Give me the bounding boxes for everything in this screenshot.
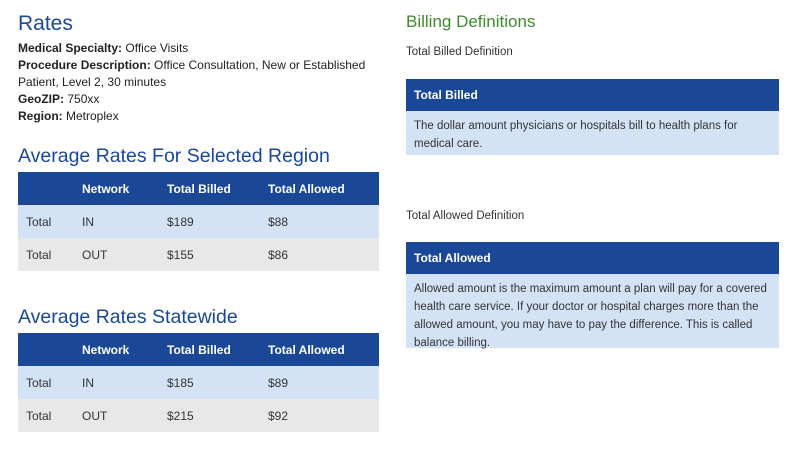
- region-rates-table: Network Total Billed Total Allowed Total…: [18, 172, 379, 271]
- region-line: Region: Metroplex: [18, 108, 378, 125]
- column-header-network: Network: [82, 333, 167, 366]
- geozip-line: GeoZIP: 750xx: [18, 91, 378, 108]
- specialty-line: Medical Specialty: Office Visits: [18, 40, 378, 57]
- total-allowed-cell: $89: [268, 366, 379, 399]
- table-row: Total IN $185 $89: [18, 366, 379, 399]
- total-allowed-text: Allowed amount is the maximum amount a p…: [406, 274, 779, 349]
- column-header-network: Network: [82, 172, 167, 205]
- network-cell: IN: [82, 205, 167, 238]
- region-value: Metroplex: [62, 109, 119, 123]
- total-allowed-definition-label: Total Allowed Definition: [406, 210, 525, 222]
- column-header-total-allowed: Total Allowed: [268, 333, 379, 366]
- row-label: Total: [18, 205, 82, 238]
- total-billed-definition: Total Billed The dollar amount physician…: [406, 79, 779, 155]
- region-rates-title: Average Rates For Selected Region: [18, 145, 330, 167]
- row-label: Total: [18, 238, 82, 271]
- total-billed-definition-label: Total Billed Definition: [406, 46, 513, 58]
- network-cell: OUT: [82, 399, 167, 432]
- table-row: Total OUT $155 $86: [18, 238, 379, 271]
- total-billed-text: The dollar amount physicians or hospital…: [406, 111, 779, 155]
- table-header-row: Network Total Billed Total Allowed: [18, 333, 379, 366]
- procedure-label: Procedure Description:: [18, 58, 151, 72]
- statewide-rates-title: Average Rates Statewide: [18, 306, 238, 328]
- geozip-value: 750xx: [64, 92, 100, 106]
- table-row: Total OUT $215 $92: [18, 399, 379, 432]
- total-billed-cell: $155: [167, 238, 268, 271]
- network-cell: IN: [82, 366, 167, 399]
- total-billed-heading: Total Billed: [406, 79, 779, 111]
- network-cell: OUT: [82, 238, 167, 271]
- specialty-value: Office Visits: [122, 41, 189, 55]
- total-allowed-cell: $88: [268, 205, 379, 238]
- procedure-value: Office Consultation, New or Established …: [18, 58, 366, 89]
- column-header-total-allowed: Total Allowed: [268, 172, 379, 205]
- column-header: [18, 333, 82, 366]
- row-label: Total: [18, 366, 82, 399]
- column-header-total-billed: Total Billed: [167, 172, 268, 205]
- specialty-label: Medical Specialty:: [18, 41, 123, 55]
- total-allowed-cell: $86: [268, 238, 379, 271]
- column-header: [18, 172, 82, 205]
- statewide-rates-table: Network Total Billed Total Allowed Total…: [18, 333, 379, 432]
- total-billed-cell: $215: [167, 399, 268, 432]
- total-allowed-definition: Total Allowed Allowed amount is the maxi…: [406, 242, 779, 349]
- total-billed-cell: $189: [167, 205, 268, 238]
- table-row: Total IN $189 $88: [18, 205, 379, 238]
- column-header-total-billed: Total Billed: [167, 333, 268, 366]
- rates-title: Rates: [18, 12, 73, 35]
- billing-definitions-title: Billing Definitions: [406, 12, 536, 31]
- total-allowed-heading: Total Allowed: [406, 242, 779, 274]
- procedure-line: Procedure Description: Office Consultati…: [18, 57, 378, 91]
- region-label: Region:: [18, 109, 63, 123]
- procedure-details: Medical Specialty: Office Visits Procedu…: [18, 40, 378, 125]
- total-allowed-cell: $92: [268, 399, 379, 432]
- geozip-label: GeoZIP:: [18, 92, 65, 106]
- table-header-row: Network Total Billed Total Allowed: [18, 172, 379, 205]
- row-label: Total: [18, 399, 82, 432]
- total-billed-cell: $185: [167, 366, 268, 399]
